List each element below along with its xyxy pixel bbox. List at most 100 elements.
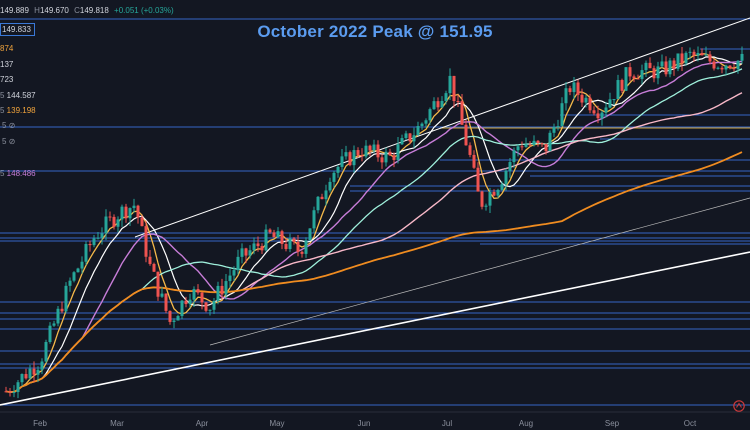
candle-body-92: [372, 144, 376, 151]
ma-value-6: 5 148.486: [0, 169, 36, 178]
candle-body-122: [492, 191, 496, 196]
candle-body-147: [592, 110, 596, 114]
candle-body-21: [88, 244, 92, 246]
brand-logo-icon: [733, 400, 745, 412]
candle-body-183: [736, 60, 740, 70]
candle-body-170: [684, 52, 688, 64]
x-tick-jun: Jun: [357, 419, 371, 428]
candle-body-104: [420, 123, 424, 127]
candle-body-81: [328, 181, 332, 191]
candle-body-6: [28, 368, 32, 379]
candle-body-106: [428, 109, 432, 121]
candle-body-73: [296, 241, 300, 252]
candle-body-38: [156, 271, 160, 297]
candle-body-23: [96, 237, 100, 239]
x-tick-may: May: [269, 419, 285, 428]
candle-body-35: [144, 226, 148, 257]
candle-body-184: [740, 53, 744, 61]
candle-body-51: [208, 309, 212, 311]
candle-body-124: [500, 184, 504, 190]
candle-body-153: [616, 80, 620, 100]
candle-body-31: [128, 208, 132, 219]
candle-body-174: [700, 53, 704, 56]
candle-body-152: [612, 99, 616, 101]
candle-body-27: [112, 216, 116, 227]
candle-body-180: [724, 65, 728, 70]
candle-body-165: [664, 61, 668, 75]
change-value: +0.051 (+0.03%): [114, 6, 174, 15]
x-tick-mar: Mar: [110, 419, 124, 428]
candle-body-173: [696, 53, 700, 56]
ma-value-3: 723: [0, 75, 14, 84]
candle-body-172: [692, 51, 696, 56]
ma-orange-line: [5, 151, 743, 393]
candle-body-47: [192, 289, 196, 300]
candle-body-75: [304, 240, 308, 254]
candle-body-120: [484, 205, 488, 207]
candle-body-148: [596, 113, 600, 119]
price-box[interactable]: 149.833: [0, 23, 35, 36]
candle-body-96: [388, 151, 392, 156]
ma-pink-line: [5, 92, 743, 393]
candle-body-69: [280, 231, 284, 244]
candle-body-182: [732, 68, 736, 70]
candle-body-164: [660, 61, 664, 67]
candle-body-17: [72, 272, 76, 281]
candle-body-98: [396, 144, 400, 160]
candle-body-78: [316, 196, 320, 211]
candle-body-68: [276, 231, 280, 238]
candle-body-2: [12, 392, 16, 394]
candle-body-67: [272, 232, 276, 238]
eye-icon-2[interactable]: 5 ⊘: [2, 137, 16, 146]
candle-body-179: [720, 67, 724, 70]
candle-body-181: [728, 65, 732, 69]
candle-body-74: [300, 251, 304, 254]
candle-body-33: [136, 205, 140, 218]
candle-body-108: [436, 101, 440, 108]
candle-body-86: [348, 152, 352, 166]
upper-trendline: [134, 17, 750, 238]
candle-body-66: [268, 229, 272, 233]
candle-body-169: [680, 53, 684, 64]
candle-body-19: [80, 261, 84, 269]
candle-body-93: [376, 144, 380, 158]
candle-body-5: [24, 374, 28, 379]
candle-body-112: [452, 75, 456, 102]
candle-body-59: [240, 248, 244, 257]
candle-body-45: [184, 300, 188, 305]
candle-body-163: [656, 66, 660, 79]
candle-body-177: [712, 61, 716, 69]
candle-body-107: [432, 101, 436, 110]
candle-body-175: [704, 54, 708, 56]
ma-value-4: 5 144.587: [0, 91, 36, 100]
candle-body-136: [548, 132, 552, 152]
candle-body-20: [84, 244, 88, 262]
candle-body-105: [424, 120, 428, 124]
candle-body-134: [540, 143, 544, 145]
candle-body-54: [220, 285, 224, 295]
candle-body-77: [312, 210, 316, 229]
candle-body-80: [324, 190, 328, 200]
candle-body-114: [460, 101, 464, 125]
x-tick-sep: Sep: [604, 419, 620, 428]
candle-body-65: [264, 229, 268, 251]
candle-body-143: [576, 82, 580, 95]
candle-body-130: [524, 144, 528, 147]
candle-body-63: [256, 243, 260, 247]
candle-body-102: [412, 135, 416, 142]
eye-icon[interactable]: 5 ⊘: [2, 121, 16, 130]
candle-body-70: [284, 243, 288, 250]
candle-body-72: [292, 238, 296, 242]
candle-body-131: [528, 144, 532, 146]
x-tick-oct: Oct: [683, 419, 697, 428]
candle-body-135: [544, 143, 548, 152]
candle-body-88: [356, 150, 360, 156]
candle-body-110: [444, 93, 448, 101]
candle-body-10: [44, 341, 48, 362]
candle-body-178: [716, 67, 720, 69]
candle-body-149: [600, 112, 604, 119]
candle-body-46: [188, 299, 192, 305]
candle-body-90: [364, 145, 368, 157]
candle-body-160: [644, 62, 648, 71]
